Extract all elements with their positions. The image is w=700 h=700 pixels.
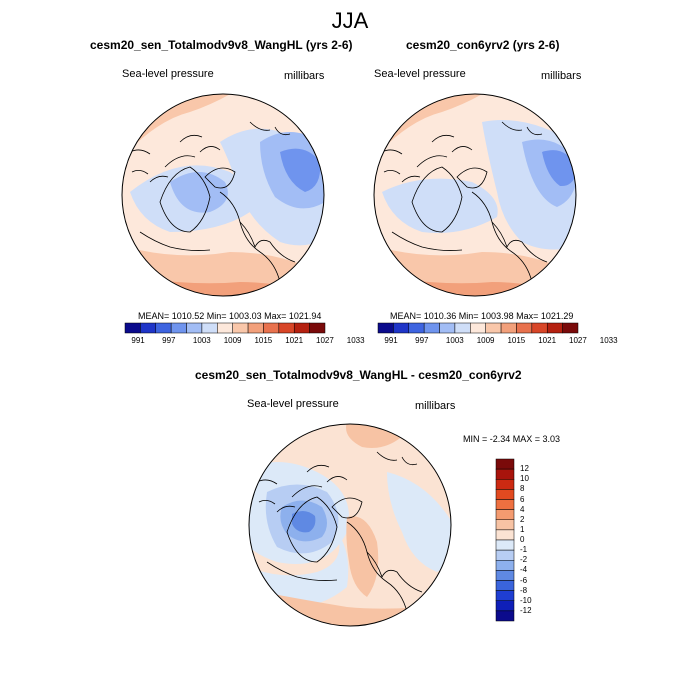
colorbar-segment (454, 322, 471, 334)
colorbar-segment (377, 322, 394, 334)
colorbar-tick-label: 1003 (445, 336, 464, 345)
colorbar-tick-label: -2 (520, 555, 528, 565)
colorbar-tick-label: -12 (520, 605, 532, 615)
colorbar-segment (495, 509, 515, 520)
colorbar-segment (495, 499, 515, 510)
colorbar-segment (470, 322, 486, 334)
colorbar-tick-label: 1003 (192, 336, 211, 345)
colorbar-segment (423, 322, 440, 334)
colorbar-tick-label: 1033 (599, 336, 618, 345)
colorbar-tick-label: 1021 (538, 336, 557, 345)
colorbar-panel-1-ticks: 991 997 1003 1009 1015 1021 1027 1033 (125, 336, 364, 348)
colorbar-panel-2-ticks: 991 997 1003 1009 1015 1021 1027 1033 (378, 336, 617, 348)
colorbar-segment (495, 560, 515, 571)
colorbar-segment (155, 322, 172, 334)
colorbar-segment (232, 322, 249, 334)
colorbar-segment (495, 600, 515, 612)
panel-1-variable-label: Sea-level pressure (122, 68, 214, 80)
colorbar-segment (217, 322, 233, 334)
panel-1-stats: MEAN= 1010.52 Min= 1003.03 Max= 1021.94 (138, 311, 322, 321)
colorbar-tick-label: 991 (131, 336, 145, 345)
colorbar-tick-label: 8 (520, 484, 525, 494)
colorbar-segment (495, 519, 515, 531)
colorbar-tick-label: 0 (520, 535, 525, 544)
panel-1-title: cesm20_sen_Totalmodv9v8_WangHL (yrs 2-6) (90, 38, 353, 52)
figure-title: JJA (331, 8, 369, 33)
colorbar-segment (201, 322, 218, 334)
colorbar-segment (495, 489, 515, 500)
colorbar-difference-ticks: 12 10 8 6 4 2 1 0 -1 -2 -4 -6 -8 -10 -12 (518, 459, 558, 621)
panel-3-variable-label: Sea-level pressure (247, 398, 339, 410)
colorbar-segment (500, 322, 517, 334)
colorbar-segment (309, 322, 326, 334)
colorbar-tick-label: 997 (162, 336, 176, 345)
panel-3-title: cesm20_sen_Totalmodv9v8_WangHL - cesm20_… (195, 368, 522, 382)
colorbar-tick-label: -10 (520, 595, 532, 605)
colorbar-segment (495, 468, 515, 480)
colorbar-tick-label: 12 (520, 464, 529, 474)
colorbar-segment (393, 322, 410, 334)
panel-3-stats: MIN = -2.34 MAX = 3.03 (463, 434, 561, 444)
colorbar-segment (495, 458, 515, 470)
colorbar-segment (495, 529, 515, 541)
colorbar-segment (247, 322, 264, 334)
colorbar-segment (495, 479, 515, 490)
panel-1-units-label: millibars (284, 70, 325, 82)
colorbar-segment (546, 322, 563, 334)
colorbar-panel-2 (377, 322, 579, 334)
colorbar-segment (495, 570, 515, 581)
colorbar-segment (408, 322, 425, 334)
colorbar-tick-label: 10 (520, 474, 529, 484)
colorbar-segment (263, 322, 280, 334)
colorbar-tick-label: 1033 (346, 336, 365, 345)
panel-3-units-label: millibars (415, 400, 456, 412)
colorbar-tick-label: 1009 (223, 336, 242, 345)
map-panel-2 (373, 93, 577, 297)
colorbar-tick-label: 1015 (507, 336, 526, 345)
colorbar-segment (170, 322, 187, 334)
colorbar-segment (439, 322, 456, 334)
colorbar-tick-label: 4 (520, 504, 525, 514)
colorbar-difference (495, 458, 515, 622)
colorbar-segment (186, 322, 203, 334)
colorbar-segment (495, 580, 515, 591)
colorbar-segment (495, 610, 515, 622)
colorbar-tick-label: -1 (520, 545, 528, 555)
panel-2-variable-label: Sea-level pressure (374, 68, 466, 80)
colorbar-segment (485, 322, 502, 334)
map-panel-1 (121, 93, 325, 297)
colorbar-segment (531, 322, 548, 334)
colorbar-tick-label: -4 (520, 565, 528, 575)
colorbar-tick-label: 2 (520, 514, 525, 524)
colorbar-tick-label: -8 (520, 585, 528, 595)
colorbar-segment (278, 322, 295, 334)
colorbar-tick-label: 1015 (254, 336, 273, 345)
colorbar-tick-label: 997 (415, 336, 429, 345)
colorbar-tick-label: 1021 (285, 336, 304, 345)
colorbar-tick-label: 1009 (476, 336, 495, 345)
colorbar-segment (495, 549, 515, 561)
colorbar-segment (140, 322, 157, 334)
panel-2-units-label: millibars (541, 70, 582, 82)
colorbar-panel-1 (124, 322, 326, 334)
panel-2-title: cesm20_con6yrv2 (yrs 2-6) (406, 38, 560, 52)
colorbar-tick-label: 991 (384, 336, 398, 345)
colorbar-tick-label: -6 (520, 575, 528, 585)
colorbar-tick-label: 6 (520, 494, 525, 504)
colorbar-tick-label: 1027 (316, 336, 334, 345)
colorbar-segment (124, 322, 141, 334)
colorbar-segment (516, 322, 533, 334)
colorbar-segment (293, 322, 310, 334)
colorbar-segment (495, 539, 515, 551)
colorbar-tick-label: 1 (520, 524, 525, 534)
panel-2-stats: MEAN= 1010.36 Min= 1003.98 Max= 1021.29 (390, 311, 574, 321)
colorbar-segment (495, 590, 515, 601)
map-panel-3-difference (248, 423, 452, 627)
colorbar-tick-label: 1027 (569, 336, 587, 345)
colorbar-segment (562, 322, 579, 334)
